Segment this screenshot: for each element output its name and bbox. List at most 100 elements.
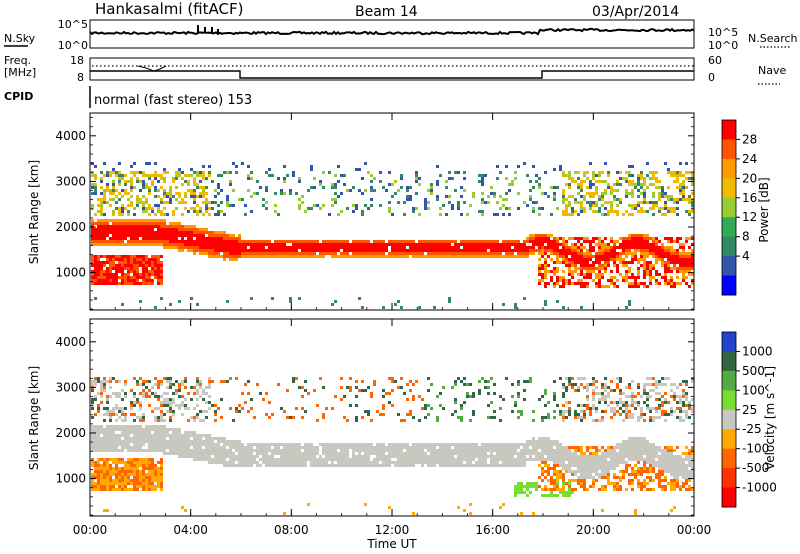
colorbar-swatch [722, 197, 736, 218]
heatmap-cell [205, 192, 208, 195]
heatmap-cell [436, 252, 439, 255]
heatmap-cell [559, 261, 562, 264]
heatmap-cell [643, 282, 646, 285]
heatmap-cell [157, 210, 160, 213]
heatmap-cell [106, 473, 109, 476]
heatmap-cell [550, 482, 553, 485]
heatmap-cell [667, 195, 670, 198]
heatmap-cell [103, 195, 106, 198]
heatmap-cell [685, 282, 688, 285]
heatmap-cell [256, 192, 259, 195]
heatmap-cell [136, 267, 139, 270]
heatmap-cell [91, 225, 94, 228]
heatmap-cell [415, 177, 418, 180]
heatmap-cell [499, 506, 502, 509]
heatmap-cell [307, 455, 310, 458]
heatmap-cell [559, 168, 562, 171]
heatmap-cell [298, 446, 301, 449]
heatmap-cell [103, 279, 106, 282]
heatmap-cell [133, 488, 136, 491]
heatmap-cell [106, 410, 109, 413]
heatmap-cell [109, 219, 112, 222]
heatmap-cell [640, 234, 643, 237]
heatmap-cell [406, 198, 409, 201]
heatmap-cell [541, 416, 544, 419]
heatmap-cell [130, 488, 133, 491]
heatmap-cell [337, 443, 340, 446]
heatmap-cell [214, 449, 217, 452]
heatmap-cell [652, 240, 655, 243]
heatmap-cell [112, 431, 115, 434]
heatmap-cell [538, 476, 541, 479]
heatmap-cell [550, 479, 553, 482]
heatmap-cell [628, 171, 631, 174]
heatmap-cell [322, 446, 325, 449]
heatmap-cell [625, 264, 628, 267]
heatmap-cell [154, 377, 157, 380]
heatmap-cell [613, 264, 616, 267]
heatmap-cell [220, 446, 223, 449]
heatmap-cell [160, 482, 163, 485]
heatmap-cell [634, 258, 637, 261]
heatmap-cell [115, 174, 118, 177]
heatmap-cell [634, 240, 637, 243]
heatmap-cell [169, 380, 172, 383]
heatmap-cell [643, 240, 646, 243]
heatmap-cell [199, 380, 202, 383]
heatmap-cell [139, 443, 142, 446]
heatmap-cell [514, 464, 517, 467]
heatmap-cell [91, 273, 94, 276]
heatmap-cell [121, 219, 124, 222]
heatmap-cell [415, 171, 418, 174]
heatmap-cell [562, 237, 565, 240]
heatmap-cell [466, 446, 469, 449]
heatmap-cell [667, 282, 670, 285]
heatmap-cell [121, 443, 124, 446]
heatmap-cell [310, 255, 313, 258]
heatmap-cell [109, 171, 112, 174]
heatmap-cell [685, 186, 688, 189]
heatmap-cell [241, 455, 244, 458]
heatmap-cell [430, 452, 433, 455]
heatmap-cell [163, 237, 166, 240]
heatmap-cell [160, 413, 163, 416]
heatmap-cell [481, 180, 484, 183]
heatmap-cell [226, 201, 229, 204]
heatmap-cell [145, 198, 148, 201]
heatmap-cell [187, 446, 190, 449]
heatmap-cell [457, 452, 460, 455]
heatmap-cell [115, 234, 118, 237]
heatmap-cell [415, 174, 418, 177]
heatmap-cell [532, 186, 535, 189]
heatmap-cell [121, 234, 124, 237]
heatmap-cell [262, 243, 265, 246]
heatmap-cell [271, 464, 274, 467]
heatmap-cell [235, 410, 238, 413]
heatmap-cell [184, 434, 187, 437]
heatmap-cell [346, 240, 349, 243]
heatmap-cell [502, 446, 505, 449]
heatmap-cell [451, 207, 454, 210]
heatmap-cell [103, 488, 106, 491]
heatmap-cell [604, 189, 607, 192]
heatmap-cell [331, 252, 334, 255]
heatmap-cell [187, 419, 190, 422]
heatmap-cell [424, 416, 427, 419]
heatmap-cell [127, 234, 130, 237]
heatmap-cell [205, 386, 208, 389]
heatmap-cell [172, 383, 175, 386]
heatmap-cell [133, 419, 136, 422]
heatmap-cell [145, 449, 148, 452]
heatmap-cell [190, 440, 193, 443]
heatmap-cell [364, 243, 367, 246]
heatmap-cell [370, 174, 373, 177]
heatmap-cell [208, 243, 211, 246]
heatmap-cell [577, 246, 580, 249]
heatmap-cell [478, 452, 481, 455]
heatmap-cell [250, 455, 253, 458]
heatmap-cell [655, 252, 658, 255]
heatmap-cell [679, 162, 682, 165]
heatmap-cell [97, 458, 100, 461]
heatmap-cell [538, 213, 541, 216]
heatmap-cell [136, 234, 139, 237]
